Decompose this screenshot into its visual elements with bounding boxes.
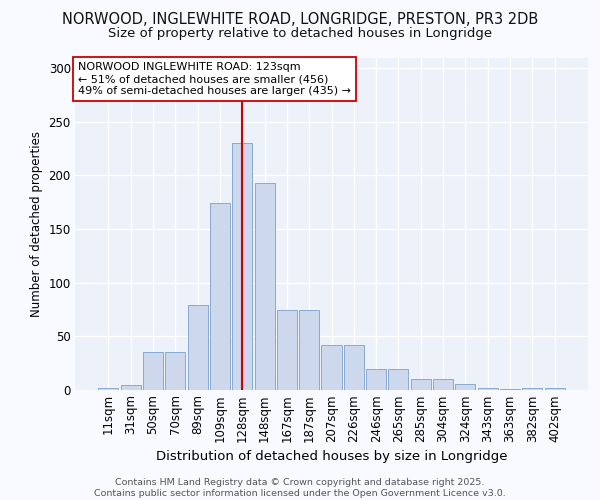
- X-axis label: Distribution of detached houses by size in Longridge: Distribution of detached houses by size …: [156, 450, 507, 463]
- Bar: [299, 310, 319, 390]
- Bar: [121, 384, 141, 390]
- Bar: [143, 352, 163, 390]
- Bar: [322, 345, 341, 390]
- Bar: [254, 183, 275, 390]
- Bar: [277, 310, 297, 390]
- Bar: [344, 345, 364, 390]
- Bar: [500, 389, 520, 390]
- Text: NORWOOD, INGLEWHITE ROAD, LONGRIDGE, PRESTON, PR3 2DB: NORWOOD, INGLEWHITE ROAD, LONGRIDGE, PRE…: [62, 12, 538, 28]
- Bar: [433, 380, 453, 390]
- Bar: [232, 144, 252, 390]
- Bar: [522, 388, 542, 390]
- Bar: [478, 388, 498, 390]
- Bar: [98, 388, 118, 390]
- Text: Size of property relative to detached houses in Longridge: Size of property relative to detached ho…: [108, 28, 492, 40]
- Bar: [188, 306, 208, 390]
- Bar: [165, 352, 185, 390]
- Bar: [366, 368, 386, 390]
- Bar: [411, 380, 431, 390]
- Y-axis label: Number of detached properties: Number of detached properties: [30, 130, 43, 317]
- Bar: [388, 368, 409, 390]
- Bar: [545, 388, 565, 390]
- Text: Contains HM Land Registry data © Crown copyright and database right 2025.
Contai: Contains HM Land Registry data © Crown c…: [94, 478, 506, 498]
- Bar: [210, 204, 230, 390]
- Text: NORWOOD INGLEWHITE ROAD: 123sqm
← 51% of detached houses are smaller (456)
49% o: NORWOOD INGLEWHITE ROAD: 123sqm ← 51% of…: [77, 62, 350, 96]
- Bar: [455, 384, 475, 390]
